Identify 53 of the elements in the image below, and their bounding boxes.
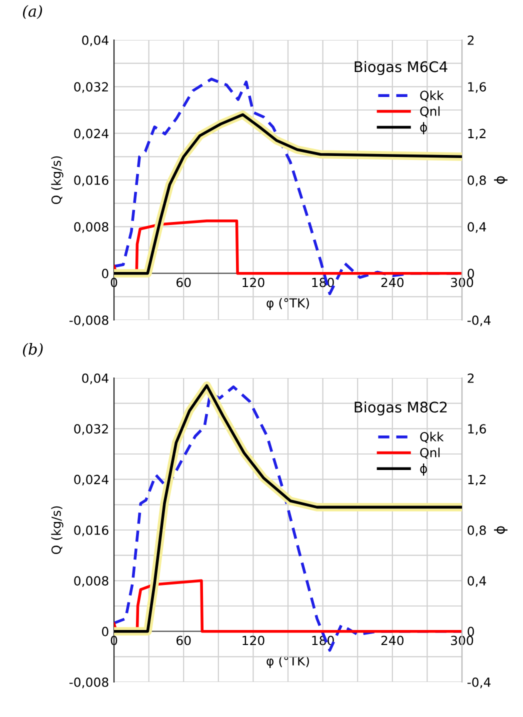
text: (a)	[22, 5, 42, 19]
line-series	[114, 579, 462, 633]
line-series	[114, 219, 462, 275]
y-axis-title: Q (kg/s)	[51, 506, 64, 554]
text: (b)	[22, 343, 43, 357]
y-tick-label: 0,008	[74, 576, 108, 587]
y2-tick-label: 1,2	[468, 474, 486, 486]
y2-tick-label: 2	[468, 35, 474, 45]
y-tick-label: 0,04	[82, 373, 108, 384]
y-tick-label: 0,016	[74, 175, 108, 186]
y-tick-label: 0,008	[74, 222, 108, 233]
y2-axis-title: ϕ	[494, 526, 508, 534]
legend-label: ϕ	[420, 122, 427, 134]
legend-label: Qkk	[420, 90, 444, 102]
y-tick-label: 0,04	[82, 35, 108, 46]
y2-tick-label: 1,2	[468, 128, 486, 140]
legend-label: Qnl	[420, 448, 440, 459]
y-tick-label: 0,024	[74, 128, 108, 140]
x-tick-label: 240	[381, 278, 404, 288]
y2-tick-label: 0,4	[468, 576, 486, 587]
y-tick-label: -0,008	[69, 677, 108, 688]
y-tick-label: -0,008	[69, 315, 108, 326]
y2-tick-label: 0,8	[468, 175, 486, 186]
y2-tick-label: 0	[468, 268, 474, 278]
y2-axis-title: ϕ	[494, 176, 508, 184]
x-tick-label: 300	[451, 278, 474, 288]
y2-tick-label: -0,4	[467, 677, 491, 688]
y-axis-title: Q (kg/s)	[51, 156, 64, 204]
text: Biogas M8C2	[354, 401, 447, 416]
y-tick-label: 0,016	[74, 525, 108, 536]
x-tick-label: 120	[242, 278, 264, 288]
legend-label: ϕ	[420, 464, 427, 476]
y2-tick-label: 0,8	[468, 525, 486, 536]
y-tick-label: 0,024	[74, 474, 108, 486]
x-axis-title: φ (°TK)	[266, 298, 309, 310]
y2-tick-label: 1,6	[468, 82, 486, 93]
x-tick-label: 60	[176, 636, 191, 646]
x-tick-label: 60	[176, 278, 191, 288]
y2-tick-label: 1,6	[468, 424, 486, 435]
y-tick-label: 0,032	[74, 424, 108, 435]
x-tick-label: 240	[381, 636, 404, 646]
legend-label: Qnl	[420, 106, 440, 118]
legend-label: Qkk	[420, 432, 444, 443]
y2-tick-label: 0,4	[468, 222, 486, 233]
y2-tick-label: -0,4	[467, 315, 491, 326]
y-tick-label: 0	[102, 626, 108, 636]
text: Biogas M6C4	[354, 60, 448, 76]
y-tick-label: 0,032	[74, 82, 108, 93]
y2-tick-label: 0	[468, 626, 474, 636]
x-tick-label: 120	[242, 636, 264, 646]
y2-tick-label: 2	[468, 373, 474, 383]
x-tick-label: 300	[451, 636, 474, 646]
y-tick-label: 0	[102, 268, 108, 278]
